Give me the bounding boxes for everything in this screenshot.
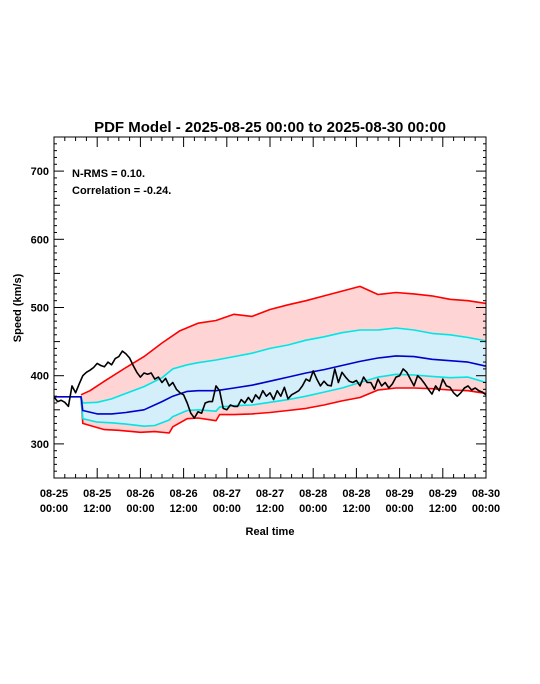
cyan-band-fill — [81, 328, 486, 427]
x-tick-label-time: 00:00 — [126, 503, 154, 515]
x-tick-label-date: 08-27 — [213, 488, 241, 500]
x-tick-label-time: 00:00 — [386, 503, 414, 515]
y-tick-label: 700 — [31, 166, 49, 178]
x-tick-label-time: 12:00 — [170, 503, 198, 515]
x-tick-label-time: 12:00 — [429, 503, 457, 515]
x-tick-label-date: 08-25 — [40, 488, 68, 500]
x-tick-label-time: 12:00 — [342, 503, 370, 515]
y-axis-label: Speed (km/s) — [12, 273, 24, 342]
x-tick-label-time: 00:00 — [213, 503, 241, 515]
chart-title: PDF Model - 2025-08-25 00:00 to 2025-08-… — [94, 119, 446, 136]
x-tick-label-date: 08-28 — [342, 488, 370, 500]
x-axis-label: Real time — [246, 526, 295, 538]
y-tick-label: 300 — [31, 439, 49, 451]
y-tick-label: 500 — [31, 303, 49, 315]
x-tick-label-time: 00:00 — [299, 503, 327, 515]
observed-line — [53, 350, 487, 419]
x-tick-label-time: 12:00 — [83, 503, 111, 515]
correlation-annotation: Correlation = -0.24. — [72, 185, 171, 197]
x-tick-label-date: 08-29 — [429, 488, 457, 500]
x-tick-label-date: 08-27 — [256, 488, 284, 500]
y-tick-label: 400 — [31, 371, 49, 383]
x-tick-label-date: 08-29 — [386, 488, 414, 500]
x-tick-label-time: 12:00 — [256, 503, 284, 515]
red-lower-line — [80, 387, 487, 434]
x-tick-label-date: 08-26 — [126, 488, 154, 500]
x-tick-label-date: 08-28 — [299, 488, 327, 500]
cyan-lower-line — [80, 373, 487, 428]
cyan-upper-line — [80, 327, 487, 404]
uncertainty-bands — [81, 286, 486, 433]
red-upper-line — [80, 285, 487, 396]
nrms-annotation: N-RMS = 0.10. — [72, 168, 145, 180]
y-tick-label: 600 — [31, 234, 49, 246]
blue-line — [54, 355, 487, 415]
x-tick-label-time: 00:00 — [40, 503, 68, 515]
x-tick-label-date: 08-25 — [83, 488, 111, 500]
x-tick-label-date: 08-26 — [170, 488, 198, 500]
series-lines — [53, 285, 487, 434]
x-tick-label-time: 00:00 — [472, 503, 500, 515]
x-axis: 08-25 00:00 08-25 12:00 08-26 00:00 08-26 12:00… — [40, 137, 500, 515]
x-tick-label-date: 08-30 — [472, 488, 500, 500]
